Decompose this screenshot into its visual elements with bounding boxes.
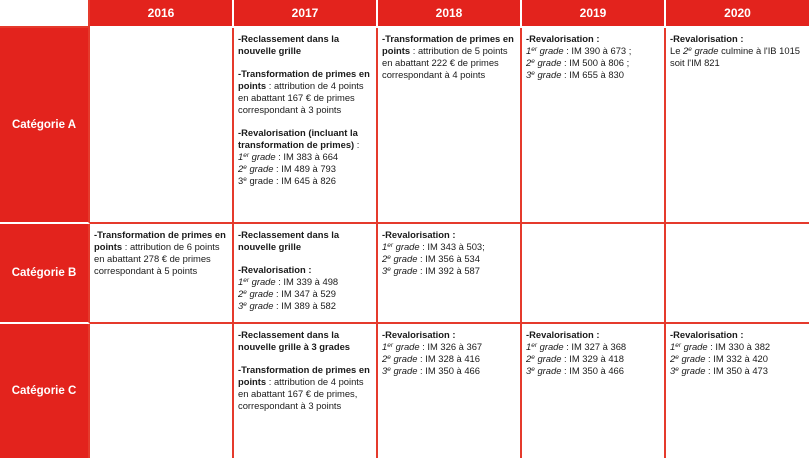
cell-c-2020: -Revalorisation : 1er grade : IM 330 à 3…: [666, 324, 809, 458]
cell-b-2017: -Reclassement dans la nouvelle grille -R…: [234, 224, 378, 324]
cell-b-2019: [522, 224, 666, 324]
year-header-2020: 2020: [666, 0, 809, 28]
year-header-2016: 2016: [90, 0, 234, 28]
c2017-transformation: -Transformation de primes en points : at…: [238, 364, 370, 411]
cell-b-2018: -Revalorisation : 1er grade : IM 343 à 5…: [378, 224, 522, 324]
category-c-label: Catégorie C: [0, 324, 90, 458]
year-header-2017: 2017: [234, 0, 378, 28]
year-header-2019: 2019: [522, 0, 666, 28]
a2017-revalorisation: -Revalorisation (incluant la transformat…: [238, 127, 372, 187]
grade-line: 3e grade : IM 392 à 587: [382, 265, 480, 276]
grade-line: 1er grade : IM 326 à 367: [382, 341, 483, 352]
cell-c-2019: -Revalorisation : 1er grade : IM 327 à 3…: [522, 324, 666, 458]
cell-c-2016: [90, 324, 234, 458]
cell-b-2016: -Transformation de primes en points : at…: [90, 224, 234, 324]
grade-line: 1er grade : IM 327 à 368: [526, 341, 627, 352]
c2020-revalorisation: -Revalorisation : 1er grade : IM 330 à 3…: [670, 329, 805, 377]
grade-line: 1er grade : IM 339 à 498: [238, 276, 339, 287]
cell-a-2018: -Transformation de primes en points : at…: [378, 28, 522, 224]
grade-line: 2e grade : IM 328 à 416: [382, 353, 480, 364]
grade-line: 3e grade : IM 350 à 466: [526, 365, 624, 376]
cell-a-2017: -Reclassement dans la nouvelle grille -T…: [234, 28, 378, 224]
cell-a-2020: -Revalorisation : Le 2e grade culmine à …: [666, 28, 809, 224]
grade-line: 3e grade : IM 645 à 826: [238, 175, 336, 186]
cell-c-2018: -Revalorisation : 1er grade : IM 326 à 3…: [378, 324, 522, 458]
cell-b-2020: [666, 224, 809, 324]
grade-line: 3e grade : IM 389 à 582: [238, 300, 336, 311]
a2019-revalorisation: -Revalorisation : 1er grade : IM 390 à 6…: [526, 33, 660, 81]
grade-line: 3e grade : IM 655 à 830: [526, 69, 624, 80]
cell-a-2016: [90, 28, 234, 224]
grade-line: 2e grade : IM 500 à 806 ;: [526, 57, 630, 68]
grade-line: 2e grade : IM 356 à 534: [382, 253, 480, 264]
grade-line: 2e grade : IM 329 à 418: [526, 353, 624, 364]
b2018-revalorisation: -Revalorisation : 1er grade : IM 343 à 5…: [382, 229, 516, 277]
grade-line: 3e grade : IM 350 à 466: [382, 365, 480, 376]
a2017-transformation: -Transformation de primes en points : at…: [238, 68, 370, 115]
category-b-label: Catégorie B: [0, 224, 90, 324]
c2017-reclassement: -Reclassement dans la nouvelle grille à …: [238, 329, 351, 352]
year-header-2018: 2018: [378, 0, 522, 28]
a2018-transformation: -Transformation de primes en points : at…: [382, 33, 514, 80]
a2017-reclassement: -Reclassement dans la nouvelle grille: [238, 33, 340, 56]
grade-line: 1er grade : IM 343 à 503;: [382, 241, 485, 252]
c2019-revalorisation: -Revalorisation : 1er grade : IM 327 à 3…: [526, 329, 660, 377]
b2016-transformation: -Transformation de primes en points : at…: [94, 229, 226, 276]
grade-line: 3e grade : IM 350 à 473: [670, 365, 768, 376]
grade-line: 1er grade : IM 383 à 664: [238, 151, 339, 162]
grade-line: 1er grade : IM 330 à 382: [670, 341, 771, 352]
c2018-revalorisation: -Revalorisation : 1er grade : IM 326 à 3…: [382, 329, 516, 377]
grade-line: 2e grade : IM 489 à 793: [238, 163, 336, 174]
b2017-revalorisation: -Revalorisation : 1er grade : IM 339 à 4…: [238, 264, 372, 312]
table-corner: [0, 0, 90, 28]
b2017-reclassement: -Reclassement dans la nouvelle grille: [238, 229, 340, 252]
cell-a-2019: -Revalorisation : 1er grade : IM 390 à 6…: [522, 28, 666, 224]
grade-line: 2e grade : IM 332 à 420: [670, 353, 768, 364]
cell-c-2017: -Reclassement dans la nouvelle grille à …: [234, 324, 378, 458]
category-a-label: Catégorie A: [0, 28, 90, 224]
a2020-revalorisation: -Revalorisation : Le 2e grade culmine à …: [670, 33, 801, 68]
grade-line: 2e grade : IM 347 à 529: [238, 288, 336, 299]
grade-line: 1er grade : IM 390 à 673 ;: [526, 45, 632, 56]
